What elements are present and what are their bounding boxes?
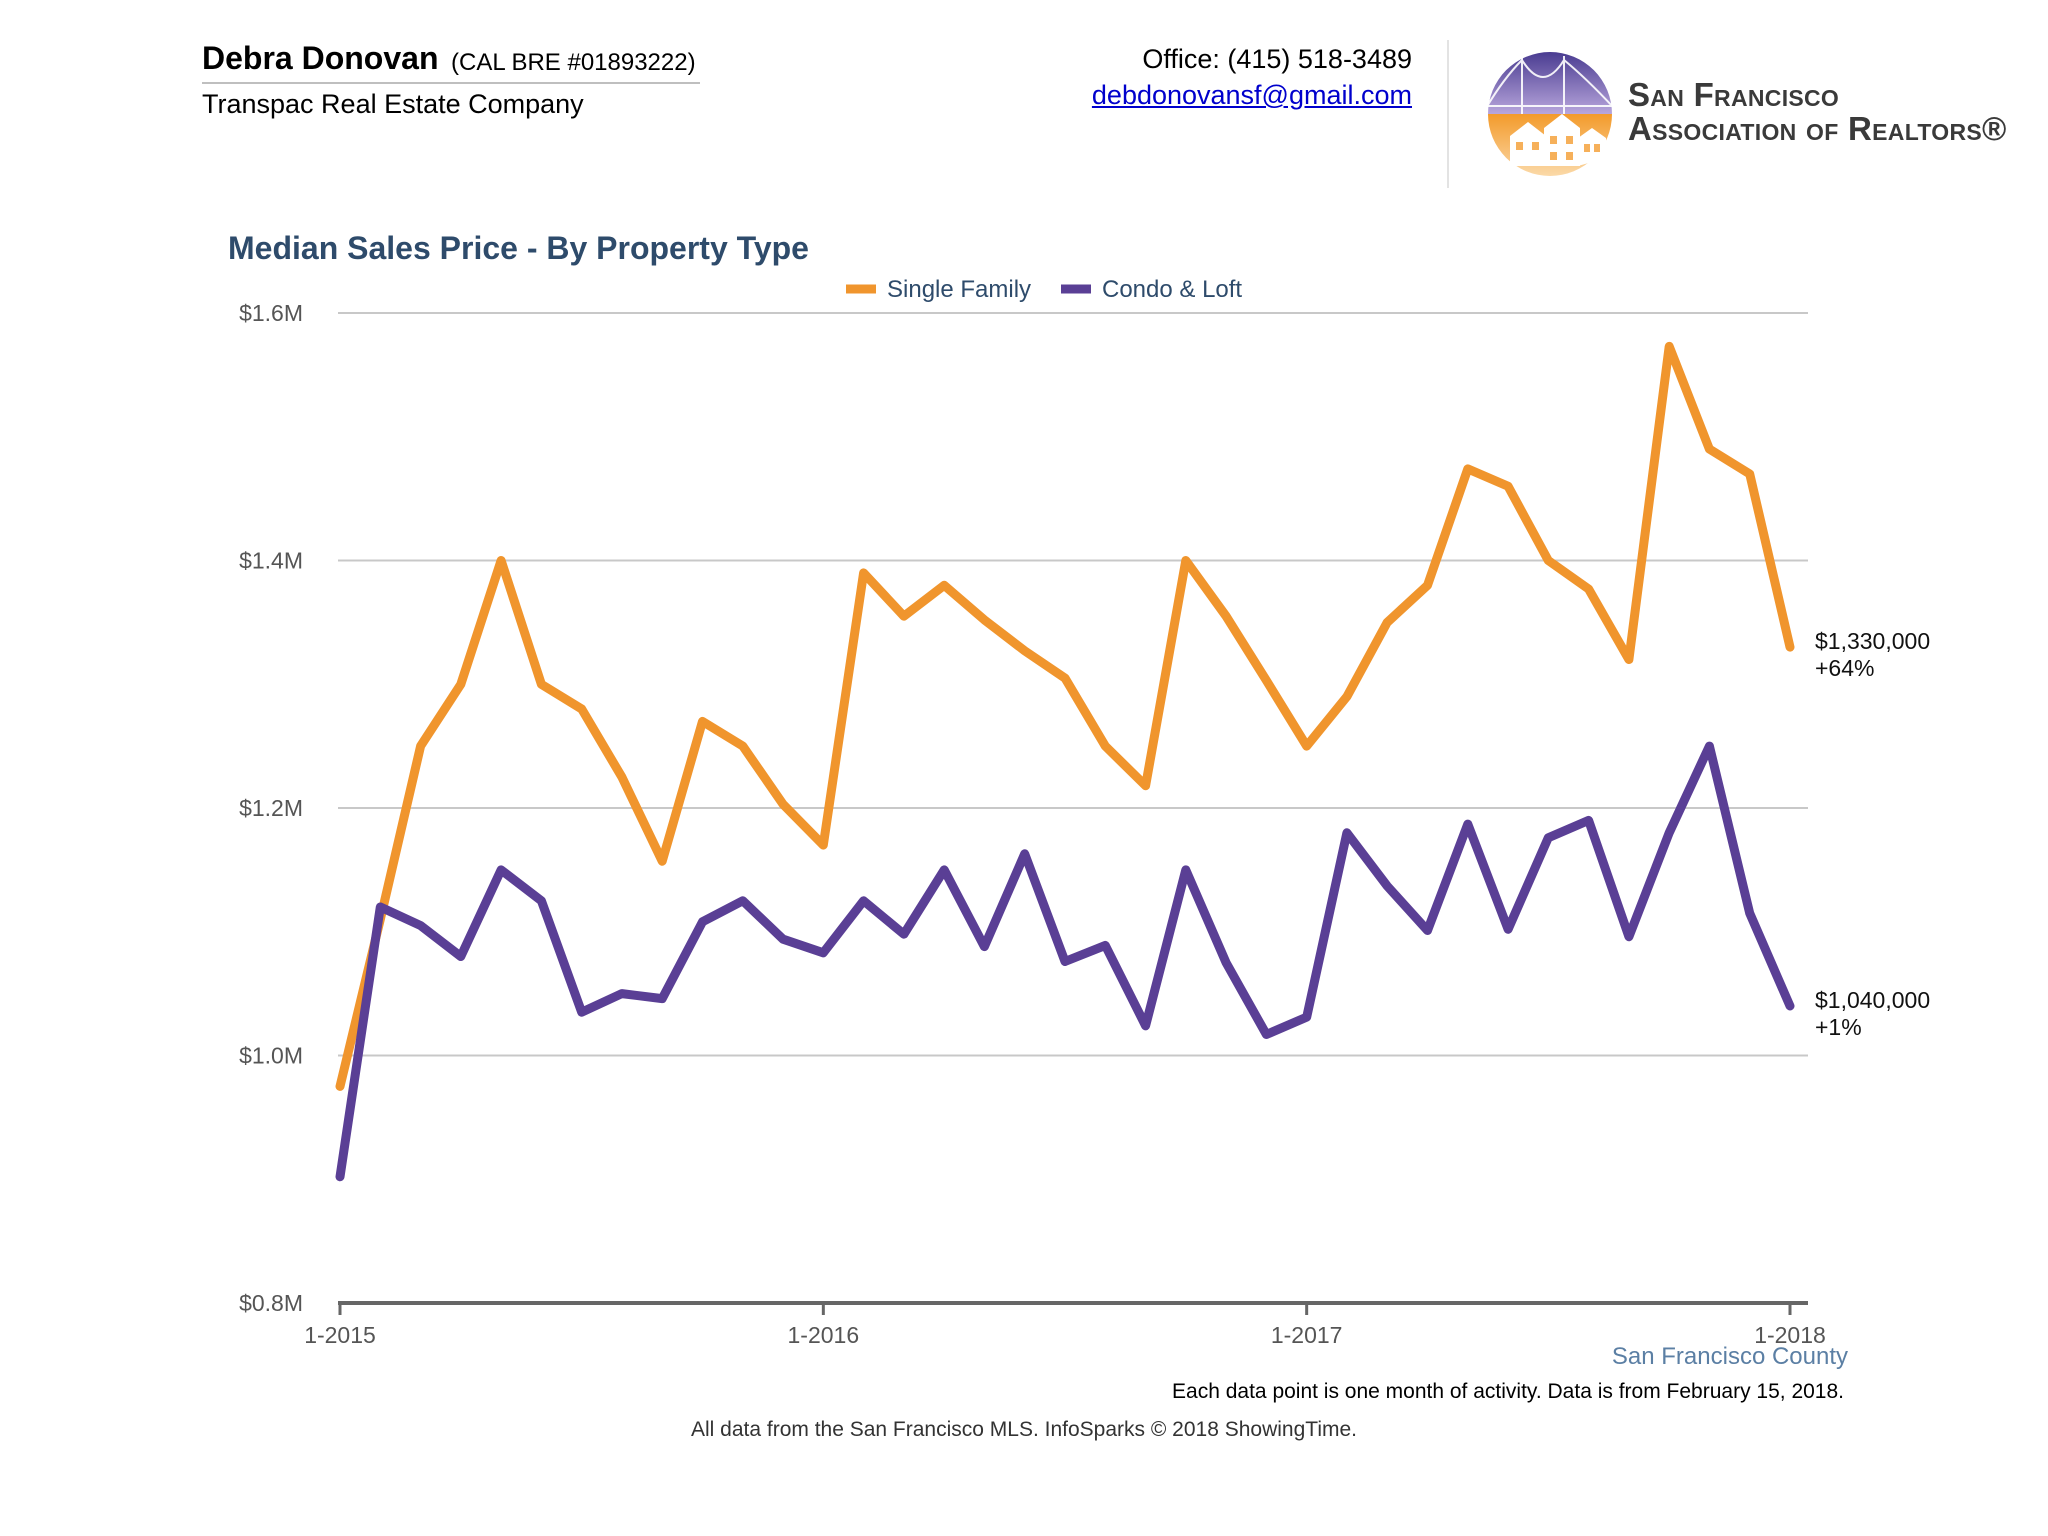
- logo-line-1: San Francisco: [1628, 76, 1840, 113]
- header-divider: [1447, 40, 1449, 188]
- logo-line-2: Association of Realtors®: [1628, 110, 2007, 147]
- end-change-label: +64%: [1815, 655, 1874, 681]
- x-tick-label: 1-2016: [788, 1322, 860, 1348]
- x-tick-label: 1-2015: [304, 1322, 376, 1348]
- x-tick-label: 1-2017: [1271, 1322, 1343, 1348]
- y-tick-label: $1.4M: [239, 548, 303, 574]
- source-note: All data from the San Francisco MLS. Inf…: [690, 1418, 1357, 1441]
- end-value-label: $1,330,000: [1815, 628, 1930, 654]
- end-change-label: +1%: [1815, 1014, 1862, 1040]
- end-value-label: $1,040,000: [1815, 987, 1930, 1013]
- x-tick-label: 1-2018: [1754, 1322, 1826, 1348]
- chart-title: Median Sales Price - By Property Type: [228, 230, 809, 266]
- data-note: Each data point is one month of activity…: [1172, 1380, 1844, 1403]
- y-tick-label: $0.8M: [239, 1290, 303, 1316]
- region-label: San Francisco County: [1611, 1343, 1848, 1370]
- legend-label-single-family: Single Family: [887, 276, 1031, 303]
- y-tick-label: $1.2M: [239, 795, 303, 821]
- sfar-logo: [1485, 52, 1615, 176]
- agent-license: (CAL BRE #01893222): [451, 49, 696, 76]
- y-tick-label: $1.6M: [239, 300, 303, 326]
- company-name: Transpac Real Estate Company: [202, 89, 584, 119]
- legend-label-condo-loft: Condo & Loft: [1102, 276, 1242, 303]
- series-line-condo-loft: [335, 741, 1795, 1182]
- office-phone: Office: (415) 518-3489: [1142, 44, 1412, 74]
- y-tick-label: $1.0M: [239, 1043, 303, 1069]
- series-line-single-family: [335, 341, 1795, 1091]
- agent-name: Debra Donovan: [202, 40, 439, 76]
- email-link[interactable]: debdonovansf@gmail.com: [1091, 80, 1412, 110]
- header-rule: [202, 82, 700, 84]
